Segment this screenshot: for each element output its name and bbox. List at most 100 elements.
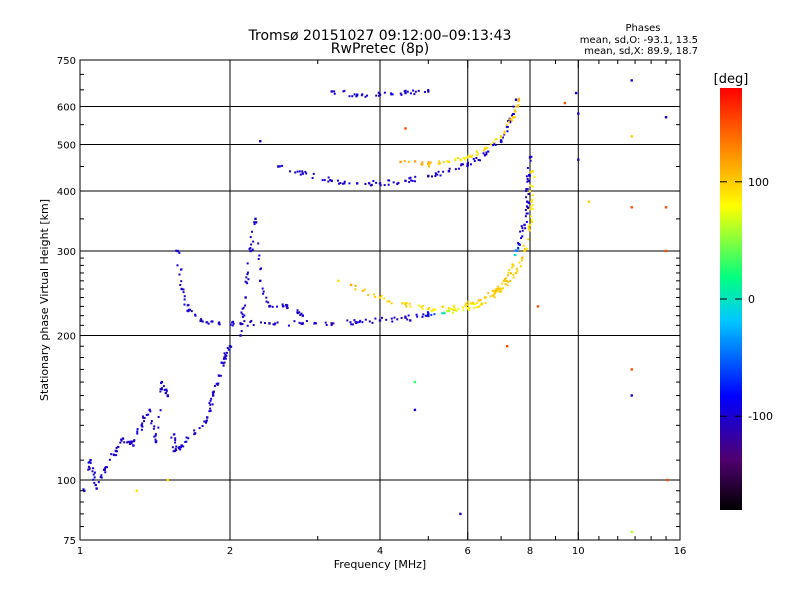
echo-point [282, 305, 285, 308]
echo-point [521, 257, 524, 260]
echo-point [462, 163, 465, 166]
echo-point [531, 185, 534, 188]
echo-point [666, 478, 669, 482]
echo-point [530, 221, 533, 224]
echo-point [396, 182, 399, 185]
echo-point [100, 474, 103, 477]
echo-point [330, 90, 333, 93]
echo-point [427, 162, 430, 166]
echo-point [83, 489, 86, 492]
echo-point [333, 90, 336, 93]
echo-point [232, 322, 235, 325]
echo-point [182, 445, 185, 448]
echo-point [503, 130, 506, 133]
echo-point [515, 98, 518, 101]
echo-point [514, 249, 517, 252]
echo-point [199, 320, 202, 323]
echo-point [475, 306, 478, 309]
echo-point [273, 323, 276, 326]
echo-point [244, 304, 247, 307]
echo-point [299, 313, 302, 316]
echo-point [399, 160, 402, 164]
echo-point [166, 395, 169, 398]
echo-point [143, 416, 146, 419]
echo-point [208, 402, 211, 405]
echo-point [257, 242, 260, 245]
echo-point [443, 312, 446, 315]
echo-point [288, 170, 291, 173]
echo-point [265, 296, 268, 299]
echo-point [563, 101, 567, 105]
echo-point [438, 160, 441, 163]
echo-point [526, 166, 529, 169]
echo-point [527, 227, 530, 230]
echo-point [186, 309, 189, 312]
echo-point [531, 204, 534, 207]
echo-point [211, 394, 215, 397]
echo-point [396, 318, 399, 321]
echo-point [502, 280, 505, 283]
echo-point [261, 287, 264, 290]
echo-point [527, 238, 530, 241]
echo-point [189, 308, 192, 311]
echo-point [509, 279, 512, 282]
echo-point [301, 170, 304, 173]
echo-point [97, 481, 100, 484]
echo-point [390, 93, 393, 96]
echo-point [227, 348, 230, 351]
echo-point [127, 440, 130, 443]
echo-point [391, 320, 394, 323]
trace-2f-o [277, 98, 518, 187]
echo-point [526, 188, 529, 191]
echo-point [477, 158, 480, 161]
echo-point [360, 94, 363, 97]
echo-point [472, 157, 475, 160]
echo-point [493, 292, 497, 295]
echo-point [336, 179, 339, 182]
echo-point [218, 321, 221, 324]
echo-point [206, 321, 209, 324]
echo-point [447, 307, 451, 310]
x-axis-label: Frequency [MHz] [334, 558, 426, 571]
echo-point [286, 307, 289, 310]
echo-point [245, 276, 248, 279]
echo-point [386, 300, 389, 303]
echo-point [374, 295, 377, 298]
echo-point [223, 361, 226, 364]
echo-point [312, 172, 315, 175]
echo-point [123, 441, 126, 444]
echo-point [208, 410, 211, 413]
echo-point [136, 428, 139, 431]
echo-point [190, 310, 193, 313]
echo-point [218, 323, 221, 326]
echo-point [409, 92, 412, 95]
echo-point [337, 182, 340, 185]
echo-point [499, 287, 503, 291]
echo-point [355, 321, 359, 324]
echo-point [173, 433, 176, 436]
echo-point [407, 314, 410, 317]
echo-point [467, 154, 470, 157]
echo-point [304, 170, 307, 173]
echo-point [512, 112, 515, 115]
echo-point [179, 283, 182, 286]
echo-point [427, 88, 430, 91]
echo-point [378, 182, 382, 185]
echo-point [517, 100, 520, 103]
echo-point [461, 306, 464, 309]
echo-point [408, 181, 411, 184]
echo-point [409, 319, 412, 322]
echo-point [115, 454, 118, 457]
echo-point [497, 288, 500, 291]
echo-point [363, 288, 366, 291]
echo-point [431, 309, 434, 312]
phases-line-o: mean, sd,O: -93.1, 13.5 [580, 35, 698, 46]
echo-point [517, 242, 521, 246]
echo-point [193, 433, 196, 436]
echo-point [141, 422, 144, 425]
echo-point [262, 292, 265, 295]
echo-point [427, 90, 430, 93]
echo-point [404, 316, 407, 319]
echo-point [278, 165, 281, 168]
echo-point [476, 302, 479, 305]
